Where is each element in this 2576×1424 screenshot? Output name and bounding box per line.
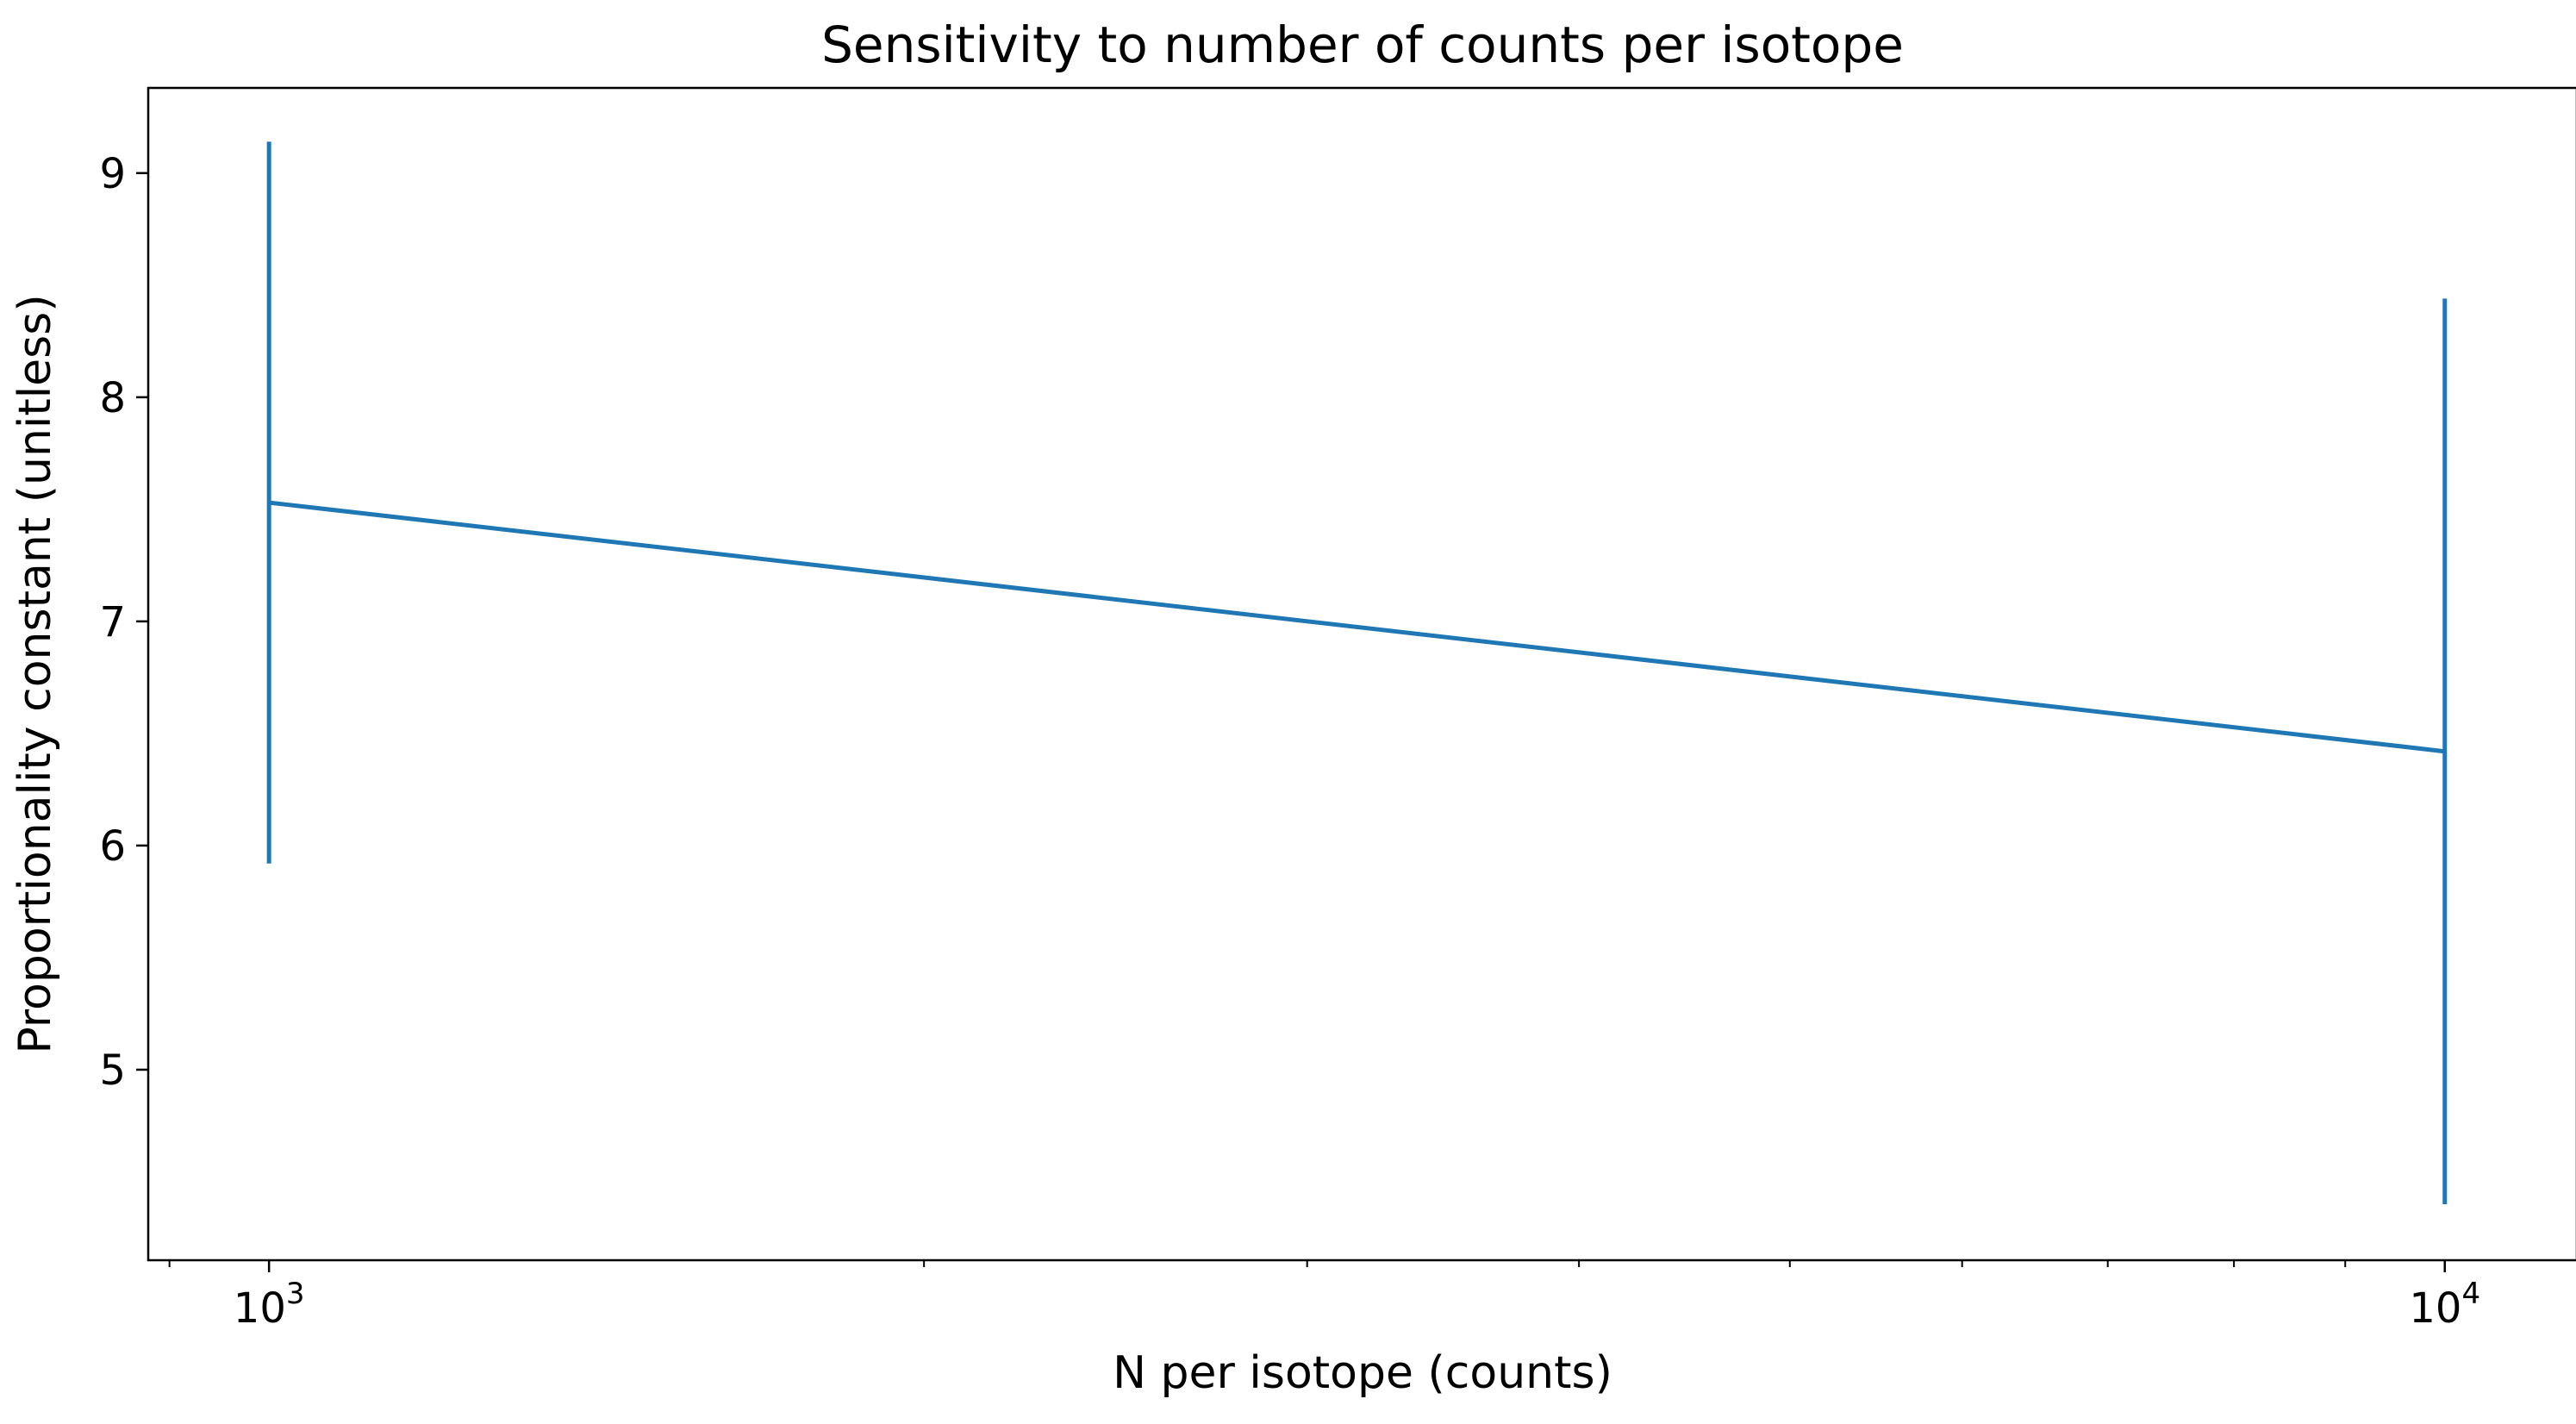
data-series	[266, 141, 2448, 1204]
y-tick-label: 5	[99, 1046, 126, 1095]
plot-area-frame	[147, 86, 2576, 1262]
x-tick-label: 103	[234, 1277, 305, 1333]
y-tick-label: 7	[99, 598, 126, 646]
y-axis-ticks: 5 6 7 8 9	[99, 150, 148, 1095]
x-tick-label: 104	[2409, 1277, 2480, 1333]
y-tick-label: 9	[99, 150, 126, 198]
series-line	[268, 500, 2446, 754]
y-axis-label: Proportionality constant (unitless)	[9, 294, 61, 1053]
x-axis-ticks: 103 104	[168, 1260, 2480, 1333]
y-tick-label: 8	[99, 374, 126, 422]
x-axis-label: N per isotope (counts)	[1113, 1347, 1612, 1399]
y-tick-label: 6	[99, 822, 126, 871]
chart-title: Sensitivity to number of counts per isot…	[821, 16, 1904, 74]
